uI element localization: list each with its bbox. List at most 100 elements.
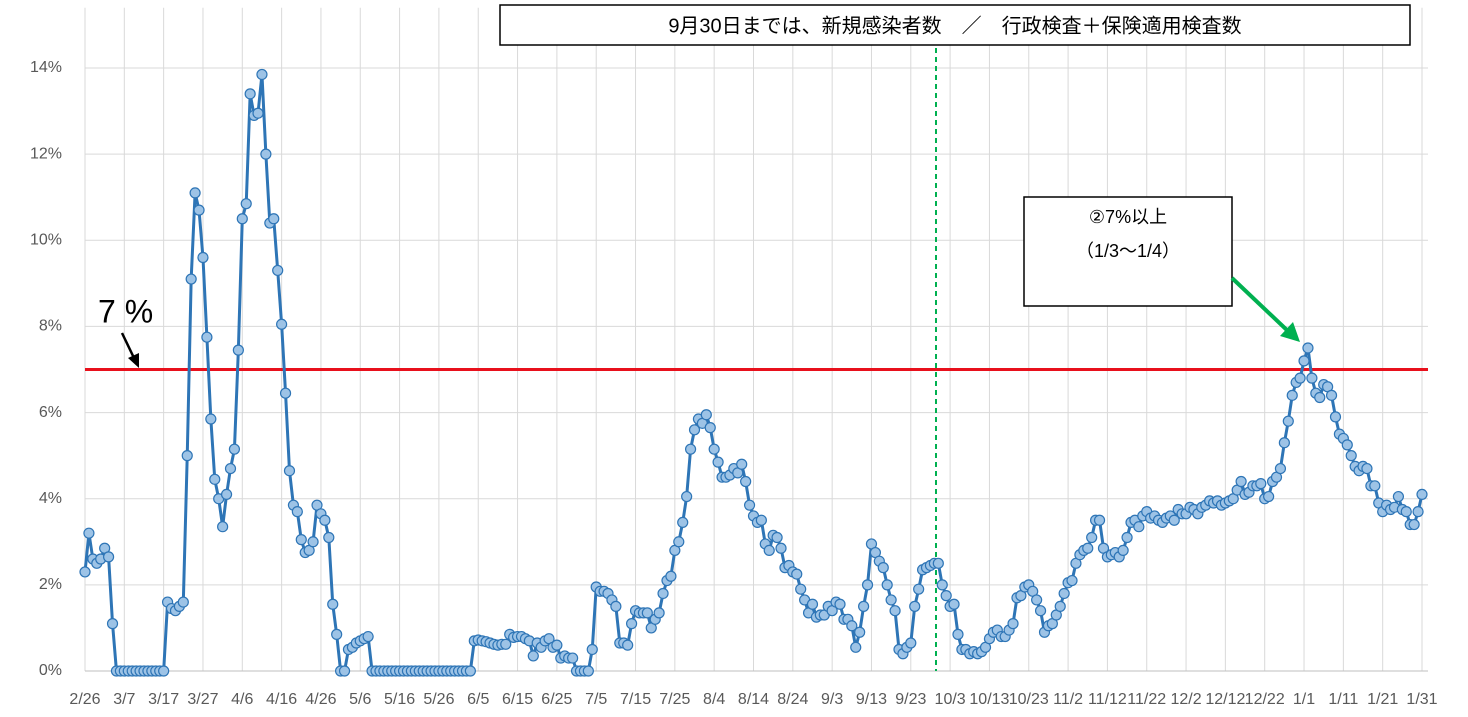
data-point [889, 605, 901, 617]
x-tick-label: 2/26 [69, 691, 100, 708]
data-point [1121, 531, 1133, 544]
data-point [1031, 594, 1043, 606]
data-point [1278, 437, 1290, 449]
threshold-label: 7 % [98, 293, 153, 329]
callout-text: （1/3～1/4） [1076, 241, 1180, 261]
data-point [1054, 600, 1066, 612]
data-point [1255, 478, 1267, 490]
x-tick-label: 4/6 [231, 691, 253, 708]
x-tick-label: 6/25 [541, 691, 572, 708]
data-point [1329, 411, 1342, 423]
data-point [1408, 518, 1420, 531]
x-tick-label: 3/17 [148, 691, 179, 708]
x-tick-label: 6/15 [502, 691, 533, 708]
data-point [704, 422, 716, 434]
callout-text: ②7%以上 [1089, 207, 1167, 227]
data-point [220, 488, 233, 501]
data-point [1066, 574, 1078, 587]
data-point [854, 626, 866, 638]
x-tick-label: 4/26 [305, 691, 336, 708]
data-point [736, 458, 748, 470]
data-point [641, 607, 653, 619]
data-point [1341, 439, 1353, 451]
data-point [551, 639, 563, 651]
data-point [228, 443, 241, 455]
data-point [323, 531, 335, 544]
data-point [1294, 372, 1306, 384]
y-tick-label: 0% [39, 662, 62, 679]
y-tick-label: 10% [30, 232, 62, 249]
data-point [1416, 488, 1428, 501]
data-point [1082, 542, 1094, 554]
data-point [610, 600, 622, 612]
plot [79, 68, 1428, 677]
data-point [500, 638, 512, 650]
data-point [1345, 450, 1357, 462]
data-point [1400, 506, 1412, 518]
data-point [338, 665, 351, 677]
x-tick-label: 11/12 [1088, 691, 1127, 708]
data-point [681, 490, 693, 503]
arrow-head [1280, 322, 1300, 342]
data-point [1093, 514, 1106, 526]
data-point [708, 443, 720, 455]
annotations-top: ②7%以上 （1/3～1/4） 7 % [98, 196, 1300, 368]
data-point [806, 598, 819, 610]
annotations: 9月30日までは、新規感染者数 ／ 行政検査＋保険適用検査数 [499, 4, 1411, 671]
callout-arrow [1230, 276, 1292, 335]
data-point [909, 600, 921, 612]
x-tick-label: 7/5 [585, 691, 607, 708]
data-point [775, 542, 787, 554]
data-point [858, 600, 870, 612]
data-point [688, 424, 701, 436]
data-point [201, 331, 213, 343]
y-tick-label: 12% [30, 145, 62, 162]
data-point [684, 443, 697, 455]
data-point [193, 204, 205, 216]
data-point [268, 213, 280, 225]
data-point [319, 514, 331, 526]
data-point [256, 68, 268, 81]
data-point [881, 579, 893, 591]
x-tick-label: 3/7 [113, 691, 135, 708]
x-tick-label: 7/15 [620, 691, 651, 708]
x-tick-label: 7/25 [659, 691, 690, 708]
data-point [1133, 521, 1145, 533]
data-point [1369, 480, 1381, 492]
data-point [240, 198, 252, 210]
y-tick-label: 14% [30, 59, 62, 76]
data-point [567, 652, 579, 664]
data-point [260, 148, 272, 160]
data-point [83, 527, 95, 539]
data-point [295, 534, 307, 546]
x-tick-label: 12/12 [1205, 691, 1245, 708]
data-point [158, 665, 170, 677]
data-point [1058, 587, 1070, 600]
data-point [1263, 490, 1275, 503]
data-point [1325, 389, 1338, 401]
data-point [1302, 342, 1314, 354]
data-point [1286, 389, 1298, 401]
data-point [885, 594, 897, 606]
x-tick-label: 9/3 [821, 691, 843, 708]
x-tick-label: 1/1 [1293, 691, 1315, 708]
y-tick-label: 4% [39, 490, 62, 507]
data-point [677, 516, 689, 529]
data-point [940, 590, 952, 602]
data-point [1314, 391, 1326, 404]
x-tick-label: 8/4 [703, 691, 725, 708]
data-point [1392, 490, 1405, 503]
x-tick-label: 8/24 [777, 691, 808, 708]
x-tick-label: 8/14 [738, 691, 769, 708]
data-point [948, 598, 960, 610]
x-tick-label: 1/31 [1406, 691, 1437, 708]
data-point [1117, 544, 1129, 557]
arrow-head [128, 353, 139, 368]
x-tick-label: 5/6 [349, 691, 371, 708]
data-point [665, 570, 677, 582]
data-point [712, 456, 724, 468]
data-point [1298, 355, 1310, 367]
data-point [586, 643, 598, 656]
data-point [279, 387, 292, 399]
data-point [283, 465, 296, 477]
